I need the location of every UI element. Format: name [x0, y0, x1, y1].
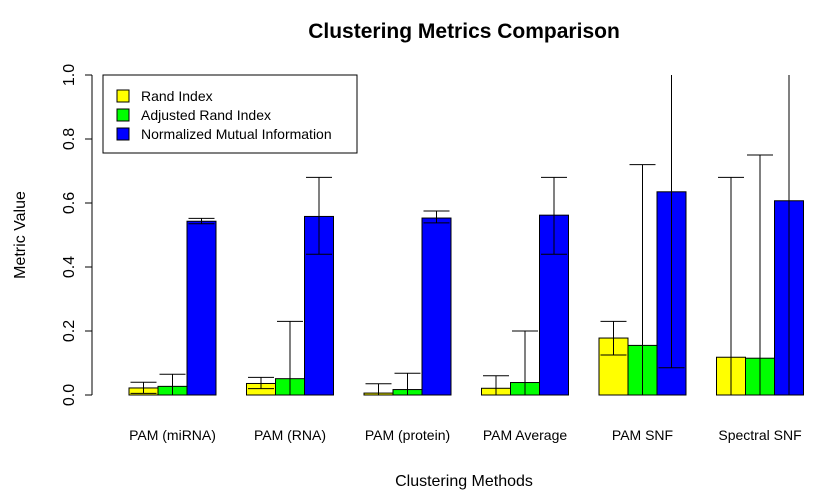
chart-title: Clustering Metrics Comparison [308, 20, 620, 43]
x-axis-label: Clustering Methods [395, 473, 533, 490]
error-bar-0-3 [483, 375, 509, 395]
error-bar-2-4 [658, 75, 685, 369]
legend-box [102, 74, 358, 154]
bar-2-2 [421, 217, 452, 396]
bar-2-0 [186, 220, 217, 396]
category-labels: PAM (miRNA) PAM (RNA) PAM (protein) PAM Ave… [129, 427, 802, 443]
category-label: PAM (miRNA) [129, 427, 216, 443]
y-tick-label: 0.2 [61, 320, 78, 342]
category-label: Spectral SNF [718, 427, 801, 443]
error-bar-0-5 [718, 176, 744, 395]
error-bar-0-1 [248, 376, 274, 390]
y-tick-label: 0.6 [61, 192, 78, 214]
error-bars-group [130, 75, 790, 395]
y-axis-label: Metric Value [12, 191, 29, 279]
category-label: PAM (RNA) [254, 427, 326, 443]
error-bar-2-2 [423, 210, 450, 224]
y-tick-label: 0.4 [61, 256, 78, 278]
legend-swatch-1 [116, 108, 130, 122]
error-bar-0-2 [365, 383, 392, 395]
y-axis: 0.0 0.2 0.4 0.6 0.8 1.0 [61, 64, 93, 406]
legend: Rand Index Adjusted Rand Index Normalized … [102, 74, 358, 154]
error-bar-1-3 [512, 330, 538, 395]
legend-label-1: Adjusted Rand Index [141, 107, 271, 123]
error-bar-1-4 [629, 164, 656, 395]
legend-swatch-0 [116, 89, 130, 103]
y-tick-label: 1.0 [61, 64, 78, 86]
legend-label-0: Rand Index [141, 88, 213, 104]
error-bar-0-4 [600, 320, 627, 356]
error-bar-2-0 [188, 217, 215, 225]
error-bar-1-5 [747, 154, 773, 395]
error-bar-2-1 [306, 176, 332, 255]
legend-swatch-2 [116, 127, 130, 141]
error-bar-0-0 [130, 381, 157, 394]
error-bar-1-1 [277, 320, 303, 395]
error-bar-2-3 [541, 176, 567, 255]
y-tick-label: 0.0 [61, 384, 78, 406]
error-bar-1-2 [394, 372, 421, 395]
category-label: PAM SNF [612, 427, 673, 443]
category-label: PAM (protein) [365, 427, 450, 443]
error-bar-1-0 [159, 373, 186, 395]
category-label: PAM Average [483, 427, 568, 443]
bars-group [128, 191, 804, 396]
y-tick-label: 0.8 [61, 128, 78, 150]
legend-label-2: Normalized Mutual Information [141, 126, 332, 142]
